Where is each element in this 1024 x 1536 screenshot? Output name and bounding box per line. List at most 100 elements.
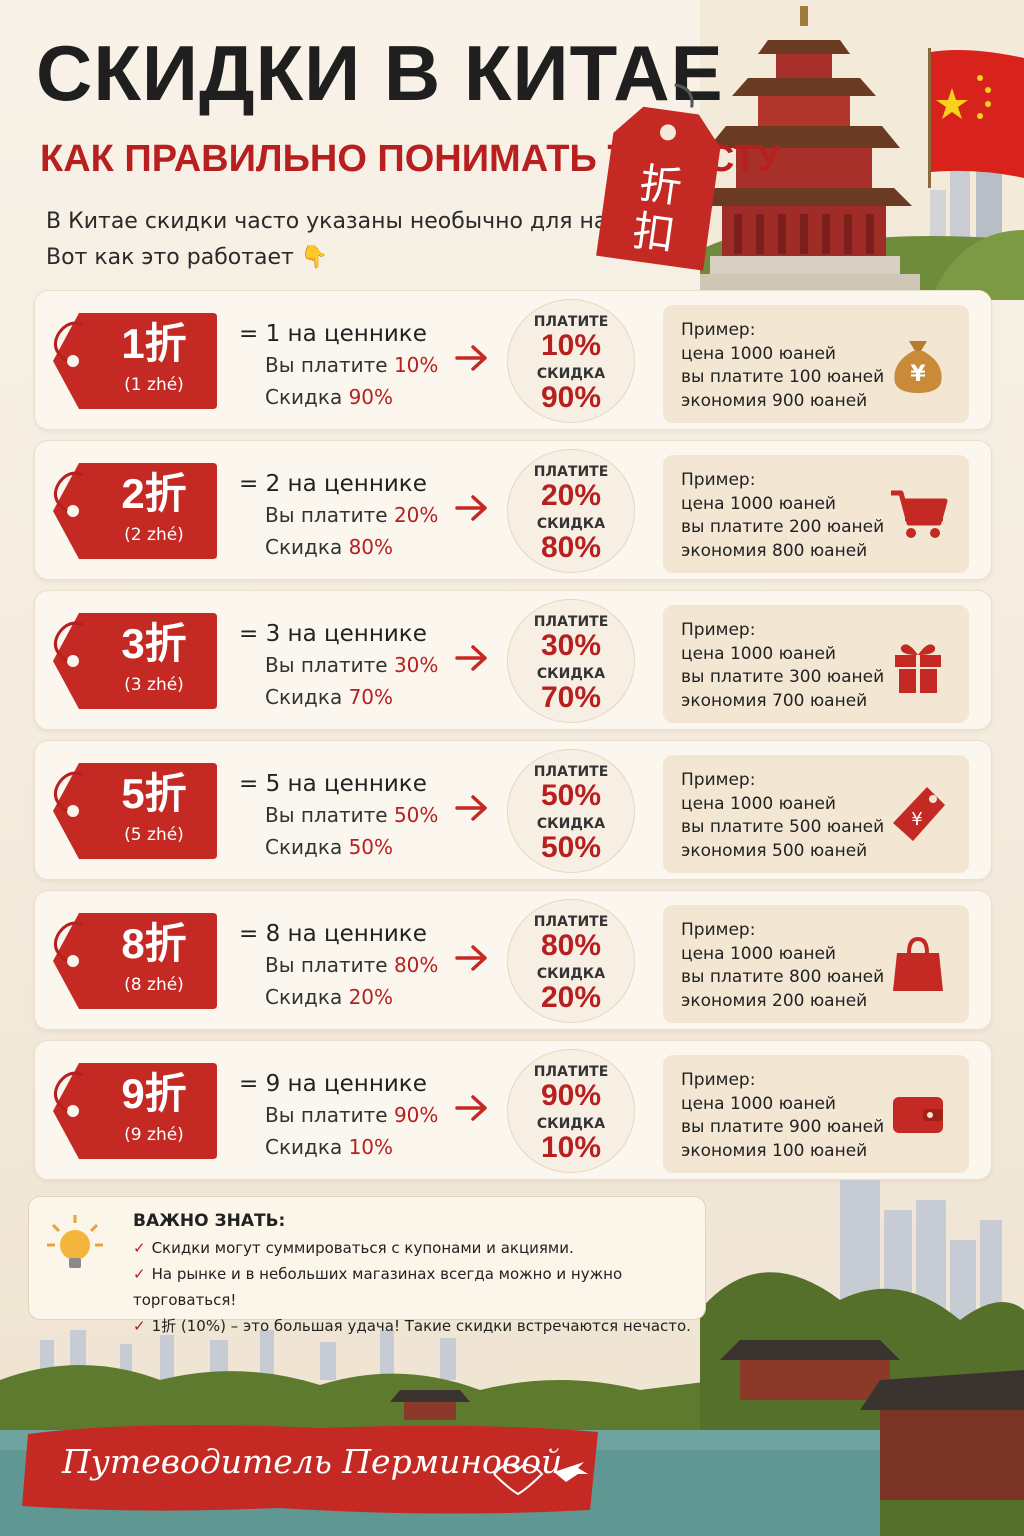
- discount-value: 70%: [348, 685, 394, 709]
- you-pay-line: Вы платите 30%: [239, 649, 438, 681]
- discount-value: 80%: [348, 535, 394, 559]
- example-pay: вы платите 100 юаней: [681, 367, 885, 387]
- pointing-down-icon: 👇: [300, 245, 329, 270]
- lightbulb-icon: [47, 1215, 103, 1268]
- discount-rows: 1折 (1 zhé) = 1 на ценнике Вы платите 10% Ски…: [34, 290, 992, 1190]
- discount-line: Скидка 90%: [239, 381, 438, 413]
- summary-circle: ПЛАТИТЕ 20% СКИДКА 80%: [507, 449, 635, 573]
- you-pay-line: Вы платите 50%: [239, 799, 438, 831]
- row-description: = 3 на ценнике Вы платите 30% Скидка 70%: [239, 619, 438, 713]
- pay-caption: ПЛАТИТЕ: [533, 914, 609, 930]
- you-pay-line: Вы платите 90%: [239, 1099, 438, 1131]
- airplane-icon: [554, 1462, 588, 1482]
- example-pay: вы платите 900 юаней: [681, 1117, 885, 1137]
- arrow-right-icon: [455, 345, 487, 371]
- list-item: ✓ 1折 (10%) – это большая удача! Такие ски…: [133, 1313, 705, 1339]
- arrow-right-icon: [455, 1095, 487, 1121]
- example-pay: вы платите 300 юаней: [681, 667, 885, 687]
- you-pay-value: 80%: [393, 953, 439, 977]
- zhe-tag: 8折 (8 zhé): [49, 909, 219, 1013]
- price-tag-meaning: = 3 на ценнике: [239, 621, 427, 647]
- discount-label: Скидка: [265, 1135, 343, 1159]
- example-save: экономия 500 юаней: [681, 840, 868, 861]
- gift-icon: [887, 633, 949, 695]
- pay-caption: ПЛАТИТЕ: [533, 314, 609, 330]
- checkmark-icon: ✓: [133, 1265, 146, 1283]
- you-pay-value: 30%: [393, 653, 439, 677]
- summary-circle: ПЛАТИТЕ 90% СКИДКА 10%: [507, 1049, 635, 1173]
- list-item: ✓ Скидки могут суммироваться с купонами и…: [133, 1235, 705, 1261]
- zhe-tag: 5折 (5 zhé): [49, 759, 219, 863]
- shopping-bag-icon: [887, 933, 949, 995]
- example-pay: вы платите 800 юаней: [681, 967, 885, 987]
- pay-percent: 10%: [540, 329, 602, 362]
- discount-value: 20%: [348, 985, 394, 1009]
- discount-line: Скидка 20%: [239, 981, 438, 1013]
- list-item: ✓ На рынке и в небольших магазинах всегда…: [133, 1261, 705, 1313]
- example-label: Пример:: [681, 470, 756, 490]
- you-pay-value: 90%: [393, 1103, 439, 1127]
- pay-percent: 20%: [540, 479, 602, 512]
- discount-caption: СКИДКА: [536, 1116, 606, 1132]
- you-pay-value: 10%: [393, 353, 439, 377]
- example-price: цена 1000 юаней: [681, 943, 836, 964]
- pay-caption: ПЛАТИТЕ: [533, 464, 609, 480]
- discount-row: 5折 (5 zhé) = 5 на ценнике Вы платите 50% Ски…: [34, 740, 992, 880]
- discount-percent: 10%: [540, 1131, 602, 1164]
- tag-char-1: 折: [636, 158, 684, 212]
- discount-label: Скидка: [265, 835, 343, 859]
- tag-shape: [53, 313, 217, 409]
- important-item-1: Скидки могут суммироваться с купонами и …: [151, 1239, 574, 1257]
- example-text: Пример: цена 1000 юаней вы платите 800 юан…: [681, 919, 884, 1013]
- china-flag-icon: [928, 48, 1024, 188]
- example-price: цена 1000 юаней: [681, 793, 836, 814]
- zhe-value: 3折: [121, 620, 187, 667]
- discount-line: Скидка 50%: [239, 831, 438, 863]
- discount-percent: 50%: [540, 831, 602, 864]
- you-pay-label: Вы платите: [265, 803, 388, 827]
- price-tag-meaning: = 8 на ценнике: [239, 921, 427, 947]
- example-text: Пример: цена 1000 юаней вы платите 300 юан…: [681, 619, 884, 713]
- tag-shape: [53, 1063, 217, 1159]
- discount-caption: СКИДКА: [536, 816, 606, 832]
- checkmark-icon: ✓: [133, 1239, 146, 1257]
- zhe-tag: 3折 (3 zhé): [49, 609, 219, 713]
- discount-row: 3折 (3 zhé) = 3 на ценнике Вы платите 30% Ски…: [34, 590, 992, 730]
- you-pay-value: 50%: [393, 803, 439, 827]
- discount-label: Скидка: [265, 535, 343, 559]
- example-box: Пример: цена 1000 юаней вы платите 300 юан…: [663, 605, 969, 723]
- shopping-cart-icon: [887, 483, 949, 545]
- discount-percent: 90%: [540, 381, 602, 414]
- example-label: Пример:: [681, 320, 756, 340]
- tag-shape: [53, 463, 217, 559]
- discount-line: Скидка 70%: [239, 681, 438, 713]
- you-pay-line: Вы платите 20%: [239, 499, 438, 531]
- summary-circle: ПЛАТИТЕ 10% СКИДКА 90%: [507, 299, 635, 423]
- example-label: Пример:: [681, 920, 756, 940]
- discount-value: 50%: [348, 835, 394, 859]
- brand-banner: [22, 1425, 598, 1514]
- zhe-value: 9折: [121, 1070, 187, 1117]
- you-pay-value: 20%: [393, 503, 439, 527]
- zhe-value: 8折: [121, 920, 187, 967]
- you-pay-label: Вы платите: [265, 653, 388, 677]
- arrow-right-icon: [455, 795, 487, 821]
- example-save: экономия 900 юаней: [681, 390, 868, 411]
- discount-row: 9折 (9 zhé) = 9 на ценнике Вы платите 90% Ски…: [34, 1040, 992, 1180]
- row-description: = 5 на ценнике Вы платите 50% Скидка 50%: [239, 769, 438, 863]
- zhe-pinyin: (9 zhé): [124, 1125, 184, 1145]
- zhe-value: 2折: [121, 470, 187, 517]
- example-pay: вы платите 500 юаней: [681, 817, 885, 837]
- discount-row: 8折 (8 zhé) = 8 на ценнике Вы платите 80% Ски…: [34, 890, 992, 1030]
- brand-name: Путеводитель Перминовой: [62, 1442, 563, 1481]
- tag-shape: [53, 913, 217, 1009]
- important-list: ✓ Скидки могут суммироваться с купонами и…: [133, 1235, 705, 1339]
- price-tag-meaning: = 1 на ценнике: [239, 321, 427, 347]
- row-description: = 8 на ценнике Вы платите 80% Скидка 20%: [239, 919, 438, 1013]
- discount-row: 2折 (2 zhé) = 2 на ценнике Вы платите 20% Ски…: [34, 440, 992, 580]
- important-info-box: ВАЖНО ЗНАТЬ: ✓ Скидки могут суммироваться…: [28, 1196, 706, 1335]
- important-title: ВАЖНО ЗНАТЬ:: [133, 1211, 286, 1231]
- example-price: цена 1000 юаней: [681, 1093, 836, 1114]
- discount-label: Скидка: [265, 385, 343, 409]
- price-tag-meaning: = 9 на ценнике: [239, 1071, 427, 1097]
